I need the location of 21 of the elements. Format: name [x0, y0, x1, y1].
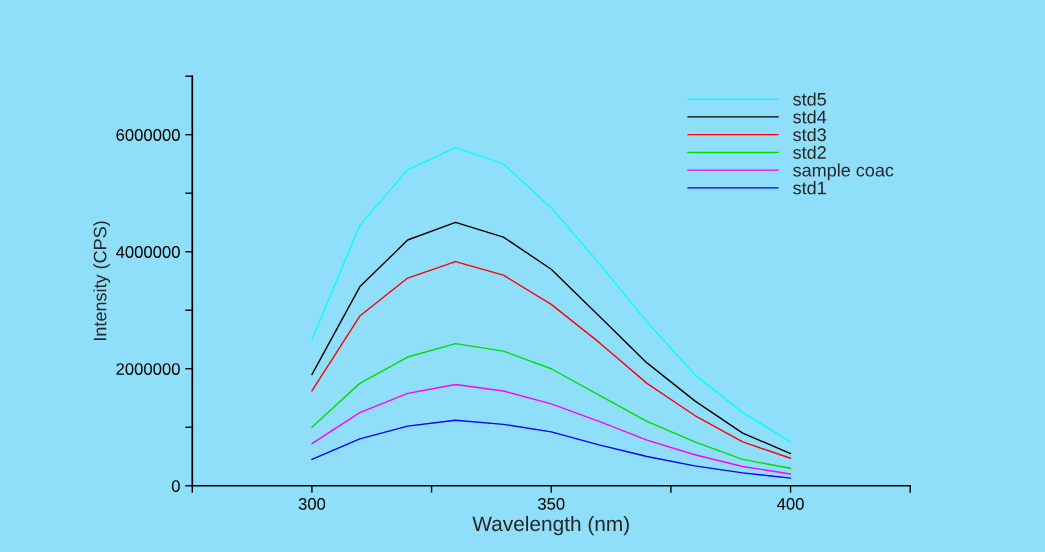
y-tick-label: 2000000	[116, 363, 180, 375]
line-series	[311, 221, 792, 455]
line-series	[311, 419, 792, 479]
y-tick-label: 6000000	[116, 129, 180, 141]
legend-label: std4	[793, 110, 827, 124]
line-series	[311, 383, 792, 475]
y-tick-label: 4000000	[115, 246, 180, 258]
x-axis-title: Wavelength (nm)	[472, 515, 629, 536]
y-axis-title: Intensity (CPS)	[93, 221, 111, 340]
legend-label: sample coac	[793, 163, 894, 181]
y-tick-label: 0	[171, 480, 180, 492]
line-series	[311, 342, 792, 469]
x-tick-label: 400	[777, 498, 804, 510]
legend-label: std5	[793, 92, 826, 106]
line-series	[311, 260, 792, 459]
legend-label: std2	[793, 145, 826, 159]
x-tick-label: 350	[537, 498, 565, 510]
line-series	[311, 146, 792, 443]
legend-label: std3	[793, 127, 826, 142]
legend-label: std1	[793, 181, 826, 195]
x-tick-label: 300	[298, 498, 326, 510]
